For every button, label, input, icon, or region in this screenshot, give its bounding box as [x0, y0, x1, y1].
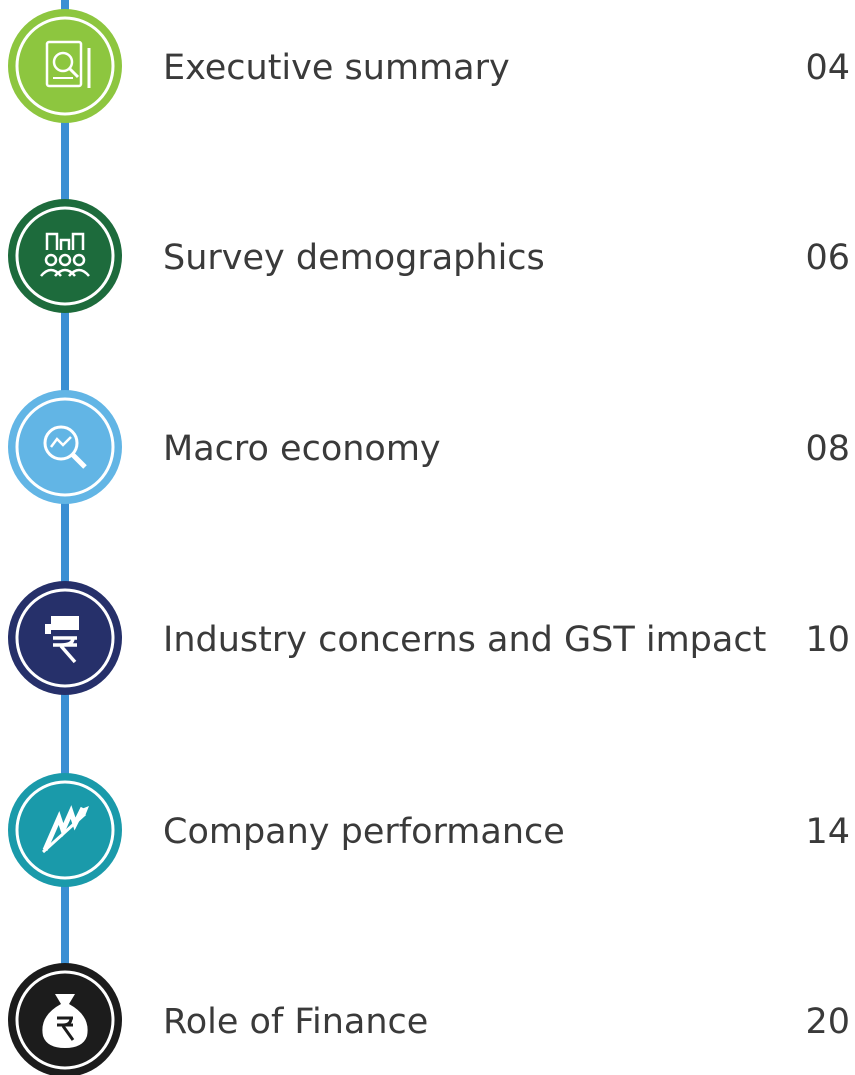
- icon-ring: [15, 206, 115, 306]
- items: Executive summary 04 Survey demographics 06…: [8, 9, 850, 1075]
- icon-ring: [15, 588, 115, 688]
- icon: [43, 425, 87, 469]
- icon-ring: [15, 16, 115, 116]
- icon-ring: [15, 780, 115, 880]
- entry-title: Company performance: [163, 812, 565, 852]
- entry-page: 04: [805, 48, 850, 88]
- icon: [40, 232, 90, 277]
- entry-title: Macro economy: [163, 429, 441, 469]
- icon: [45, 40, 91, 88]
- icon: [45, 616, 79, 664]
- icon: [41, 805, 89, 854]
- entry-title: Industry concerns and GST impact: [163, 620, 766, 660]
- entry-title: Survey demographics: [163, 238, 545, 278]
- entry-title: Executive summary: [163, 48, 510, 88]
- icon-ring: [15, 970, 115, 1070]
- icon-circle: [8, 390, 122, 504]
- entry-page: 06: [805, 238, 850, 278]
- icon: [42, 994, 88, 1048]
- icon-circle: [8, 9, 122, 123]
- icon-ring: [15, 397, 115, 497]
- entry-page: 20: [805, 1002, 850, 1042]
- entry-page: 14: [805, 812, 850, 852]
- entry-page: 08: [805, 429, 850, 469]
- entry-title: Role of Finance: [163, 1002, 428, 1042]
- entry-page: 10: [805, 620, 850, 660]
